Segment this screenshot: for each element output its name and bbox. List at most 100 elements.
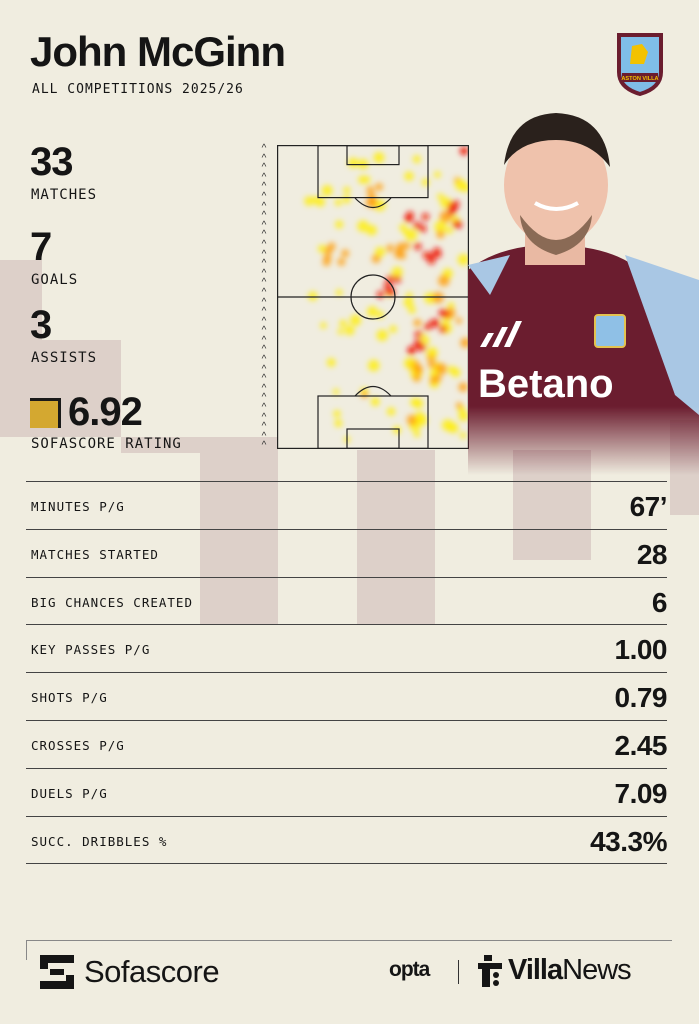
heat-blob	[447, 202, 456, 211]
footer-divider	[26, 940, 672, 960]
stat-label: SHOTS P/G	[31, 690, 108, 706]
assists-label: ASSISTS	[31, 350, 98, 366]
sofascore-wordmark: Sofascore	[84, 954, 220, 989]
heat-blob	[326, 358, 336, 367]
rating-badge-icon	[30, 398, 61, 428]
heat-blob	[413, 319, 422, 327]
heat-blob	[334, 419, 343, 428]
stat-value: 6	[651, 586, 668, 618]
heat-blob	[402, 241, 411, 250]
heat-blob	[452, 220, 461, 229]
heat-blob	[404, 213, 413, 222]
heat-blob	[386, 244, 395, 253]
heat-blob	[458, 410, 469, 422]
stat-row: SUCC. DRIBBLES % 43.3%	[26, 815, 667, 864]
heat-blob	[439, 325, 448, 334]
stat-value: 67’	[629, 491, 668, 522]
heat-blob	[324, 246, 333, 255]
stat-value: 2.45	[614, 730, 668, 761]
heat-blob	[448, 422, 459, 434]
heat-blob	[427, 360, 436, 369]
bottom-penalty-arc	[354, 385, 392, 397]
heat-blob	[374, 246, 386, 257]
heat-blob	[403, 297, 414, 308]
bg-block	[357, 450, 435, 625]
stat-label: KEY PASSES P/G	[31, 642, 151, 658]
heat-blob	[335, 289, 343, 297]
heat-blob	[365, 199, 374, 208]
heat-blob	[433, 374, 442, 383]
stat-row: BIG CHANCES CREATED 6	[26, 576, 668, 625]
heat-blob	[406, 414, 418, 426]
crest-text: ASTON VILLA	[621, 76, 658, 82]
heat-blob	[360, 391, 368, 399]
logo-separator	[458, 960, 459, 984]
heat-blob	[418, 224, 427, 233]
heat-blob	[371, 254, 381, 264]
heat-blob	[413, 398, 424, 409]
heat-blob	[454, 179, 467, 191]
heat-blob	[373, 152, 385, 164]
heat-blob	[432, 247, 441, 256]
heat-blob	[341, 249, 350, 258]
opta-logo: opta	[389, 958, 430, 981]
heat-blob	[434, 171, 441, 178]
top-penalty-arc	[354, 197, 392, 209]
heat-blob	[424, 292, 436, 304]
player-name: John McGinn	[30, 28, 286, 75]
heat-blob	[335, 220, 344, 229]
heat-blob	[412, 374, 421, 383]
heat-blob	[398, 251, 407, 260]
heat-blob	[408, 306, 416, 314]
heat-blob	[423, 322, 432, 331]
heat-blob	[375, 182, 384, 191]
heat-blob	[318, 244, 326, 253]
stat-value: 28	[636, 538, 668, 570]
heat-blob	[344, 325, 355, 336]
stat-value: 0.79	[614, 682, 668, 714]
heat-blob	[455, 402, 463, 409]
heat-blob	[404, 357, 415, 369]
heat-blob	[414, 365, 423, 374]
heat-blob	[459, 432, 467, 439]
stat-row: MINUTES P/G 67’	[26, 481, 668, 529]
stat-label: BIG CHANCES CREATED	[31, 594, 193, 610]
stat-label: MINUTES P/G	[31, 499, 125, 514]
heat-blob	[432, 291, 444, 304]
heat-blob	[438, 308, 447, 317]
heat-blob	[447, 302, 455, 309]
heat-blob	[374, 199, 386, 212]
stat-row: DUELS P/G 7.09	[26, 767, 668, 816]
heat-blob	[322, 258, 331, 267]
bg-block	[121, 437, 200, 453]
heatmap-layer	[304, 147, 469, 443]
heat-blob	[370, 397, 380, 407]
stat-label: CROSSES P/G	[31, 738, 125, 753]
heat-blob	[445, 226, 453, 234]
heat-blob	[393, 275, 402, 284]
heat-blob	[386, 274, 395, 283]
heat-blob	[457, 253, 469, 266]
heat-blob	[414, 342, 423, 351]
heat-blob	[349, 314, 362, 326]
heat-blob	[429, 319, 438, 328]
heat-blob	[413, 430, 421, 438]
villanews-logo: VillaNews	[478, 954, 632, 987]
heat-blob	[427, 256, 436, 265]
heat-blob	[399, 224, 407, 232]
top-six-yard-box	[346, 145, 400, 166]
heat-blob	[413, 242, 422, 251]
stat-label: SUCC. DRIBBLES %	[31, 833, 168, 849]
heat-blob	[427, 347, 438, 358]
stat-value: 43.3%	[590, 825, 667, 857]
sofascore-logo-icon	[40, 955, 74, 989]
heat-blob	[434, 220, 447, 233]
heat-blob	[435, 363, 447, 375]
heat-blob	[334, 198, 342, 206]
stat-value: 7.09	[614, 777, 668, 809]
villanews-logo-icon	[478, 954, 502, 987]
heat-blob	[339, 319, 347, 328]
stat-row: SHOTS P/G 0.79	[26, 672, 667, 720]
heat-blob	[407, 345, 416, 354]
heat-blob	[320, 322, 327, 329]
